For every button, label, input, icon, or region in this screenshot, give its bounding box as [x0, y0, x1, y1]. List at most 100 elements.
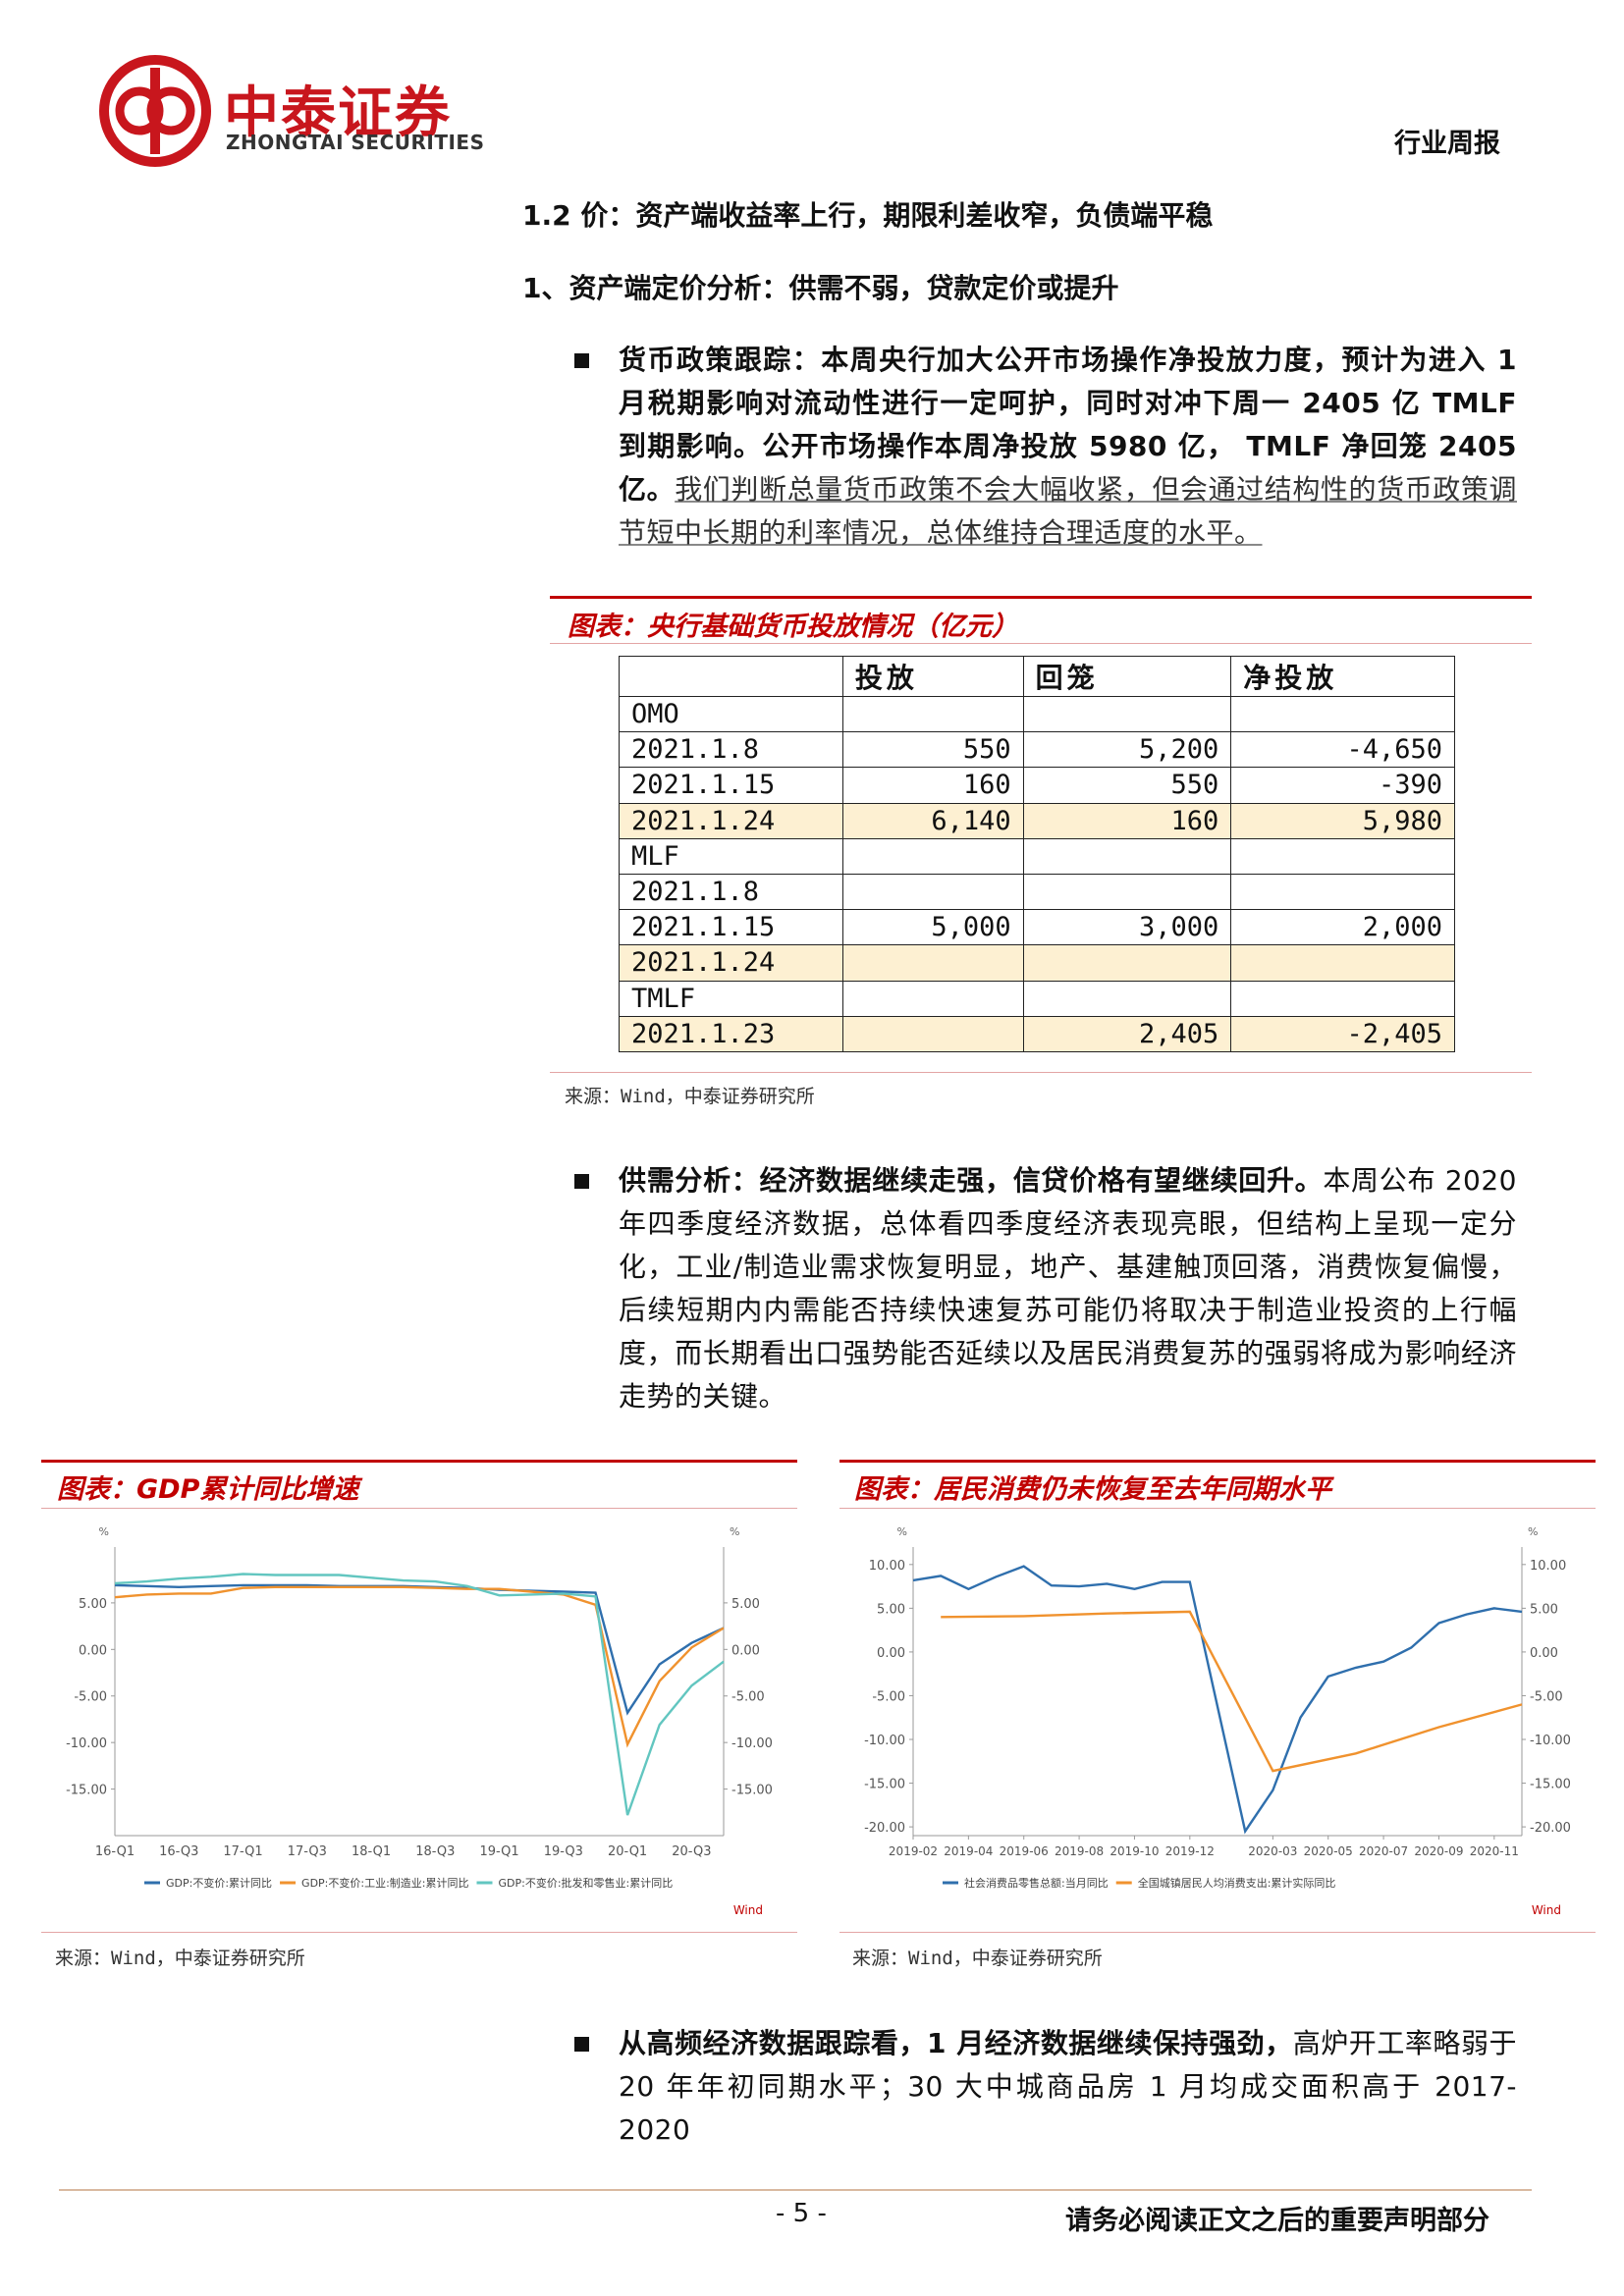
series-line	[912, 1565, 1523, 1835]
y-tick-label: 5.00	[877, 1602, 905, 1617]
chart: % % 5.00 5.00 0.00 0.00 -5.00 -5.00 -10.00 -10.00…	[66, 1525, 773, 1917]
x-tick-label: 2019-10	[1110, 1844, 1159, 1858]
table-cell	[841, 837, 1024, 875]
source-label: Wind	[1532, 1903, 1561, 1917]
legend-label: 全国城镇居民人均消费支出:累计实际同比	[1138, 1876, 1336, 1890]
table-row: 2021.1.8 550 5,200 -4,650	[619, 731, 1455, 769]
x-tick-label: 2019-04	[944, 1844, 993, 1858]
paragraph: 从高频经济数据跟踪看，1 月经济数据继续保持强劲，高炉开工率略弱于 20 年年初…	[619, 2022, 1517, 2152]
table-row: 2021.1.8	[619, 873, 1455, 911]
row-label: 2021.1.15	[619, 909, 843, 946]
table-cell	[1230, 980, 1455, 1017]
header-cell: 净投放	[1230, 656, 1455, 697]
row-label: TMLF	[619, 980, 843, 1017]
table-cell: 5,000	[841, 909, 1024, 946]
rule	[41, 1508, 797, 1509]
table-cell	[1230, 837, 1455, 875]
rule	[550, 596, 1532, 599]
table-cell	[1230, 944, 1455, 982]
y-tick-label: -20.00	[864, 1821, 905, 1836]
y-tick-label: 0.00	[877, 1646, 905, 1661]
series-line	[114, 1585, 725, 1748]
row-label: 2021.1.24	[619, 944, 843, 982]
series-line	[114, 1583, 725, 1716]
table-cell: -390	[1230, 767, 1455, 804]
source: 来源：Wind，中泰证券研究所	[55, 1948, 305, 1969]
chart-title: 图表：居民消费仍未恢复至去年同期水平	[854, 1474, 1331, 1505]
x-tick-label: 2020-07	[1359, 1844, 1408, 1858]
table-cell: 3,000	[1022, 909, 1232, 946]
series-line	[114, 1573, 725, 1816]
paragraph: 货币政策跟踪：本周央行加大公开市场操作净投放力度，预计为进入 1 月税期影响对流…	[619, 339, 1517, 555]
y-tick-label: -15.00	[66, 1784, 107, 1798]
table-row: 2021.1.15 5,000 3,000 2,000	[619, 909, 1455, 946]
rule	[839, 1508, 1596, 1509]
table-cell: 160	[1022, 802, 1232, 839]
x-tick-label: 2019-02	[889, 1844, 938, 1858]
data-table: 投放 回笼 净投放 OMO 2021.1.8 550 5,200 -4,650 2021.…	[619, 656, 1455, 1052]
y-tick-label: 5.00	[1530, 1602, 1558, 1617]
row-label: 2021.1.8	[619, 873, 843, 911]
y-tick-label: -10.00	[66, 1736, 107, 1751]
table-cell	[1022, 695, 1232, 733]
x-tick-label: 18-Q3	[415, 1844, 455, 1859]
x-tick-label: 2020-05	[1304, 1844, 1353, 1858]
rule	[550, 1072, 1532, 1073]
bold-text: 供需分析：经济数据继续走强，信贷价格有望继续回升。	[619, 1164, 1324, 1197]
bullet-marker	[574, 353, 589, 368]
legend-label: GDP:不变价:工业:制造业:累计同比	[301, 1876, 468, 1890]
bold-text: 从高频经济数据跟踪看，1 月经济数据继续保持强劲，	[619, 2027, 1293, 2059]
rule	[839, 1460, 1596, 1463]
page-number: - 5 -	[776, 2199, 827, 2228]
table-cell	[841, 944, 1024, 982]
legend-label: 社会消费品零售总额:当月同比	[964, 1876, 1109, 1890]
y-tick-label: -10.00	[864, 1734, 905, 1748]
table-cell: -2,405	[1230, 1015, 1455, 1052]
x-tick-label: 16-Q1	[95, 1844, 135, 1859]
x-tick-label: 19-Q3	[544, 1844, 583, 1859]
source-label: Wind	[733, 1903, 763, 1917]
series-line	[941, 1610, 1523, 1773]
footer-rule	[59, 2189, 1532, 2191]
legend-label: GDP:不变价:批发和零售业:累计同比	[499, 1876, 674, 1890]
y-tick-label: -15.00	[864, 1778, 905, 1792]
table-cell	[1022, 980, 1232, 1017]
table-cell	[1022, 837, 1232, 875]
x-tick-label: 16-Q3	[159, 1844, 198, 1859]
disclaimer: 请务必阅读正文之后的重要声明部分	[1065, 2206, 1489, 2236]
chart-title: 图表：GDP累计同比增速	[57, 1474, 359, 1505]
y-tick-label: -5.00	[731, 1690, 765, 1705]
table-cell	[841, 980, 1024, 1017]
text: 我们判断总量货币政策不会大幅收紧，但会通过结构性的货币政策调节短中长期的利率情况…	[619, 473, 1517, 549]
table-row: MLF	[619, 837, 1455, 875]
table-cell: 550	[1022, 767, 1232, 804]
x-tick-label: 2020-03	[1248, 1844, 1297, 1858]
row-label: 2021.1.23	[619, 1015, 843, 1052]
table-title: 图表：央行基础货币投放情况（亿元）	[568, 612, 1018, 642]
y-tick-label: -5.00	[74, 1690, 107, 1705]
bullet-marker	[574, 2037, 589, 2052]
y-tick-label: 0.00	[1530, 1646, 1558, 1661]
y-tick-label: -15.00	[731, 1784, 773, 1798]
table-cell: 5,200	[1022, 731, 1232, 769]
table-cell: -4,650	[1230, 731, 1455, 769]
x-tick-label: 20-Q1	[608, 1844, 647, 1859]
legend-label: GDP:不变价:累计同比	[166, 1876, 272, 1890]
y-tick-label: -10.00	[731, 1736, 773, 1751]
y-tick-label: -5.00	[872, 1689, 905, 1704]
table-cell	[1230, 695, 1455, 733]
axis-unit: %	[897, 1525, 907, 1538]
table-cell: 2,405	[1022, 1015, 1232, 1052]
y-tick-label: -15.00	[1530, 1778, 1571, 1792]
table-row: 2021.1.23 2,405 -2,405	[619, 1015, 1455, 1052]
axis-unit: %	[730, 1525, 739, 1538]
table-cell: 550	[841, 731, 1024, 769]
table-cell: 2,000	[1230, 909, 1455, 946]
header-cell: 投放	[841, 656, 1024, 697]
row-label: MLF	[619, 837, 843, 875]
text: 本周公布 2020 年四季度经济数据，总体看四季度经济表现亮眼，但结构上呈现一定…	[619, 1164, 1517, 1413]
bold-text: 货币政策跟踪：本周央行加大公开市场操作净投放力度，预计为进入 1 月税期影响对流…	[619, 344, 1517, 506]
bullet-marker	[574, 1174, 589, 1189]
x-tick-label: 2019-12	[1165, 1844, 1215, 1858]
